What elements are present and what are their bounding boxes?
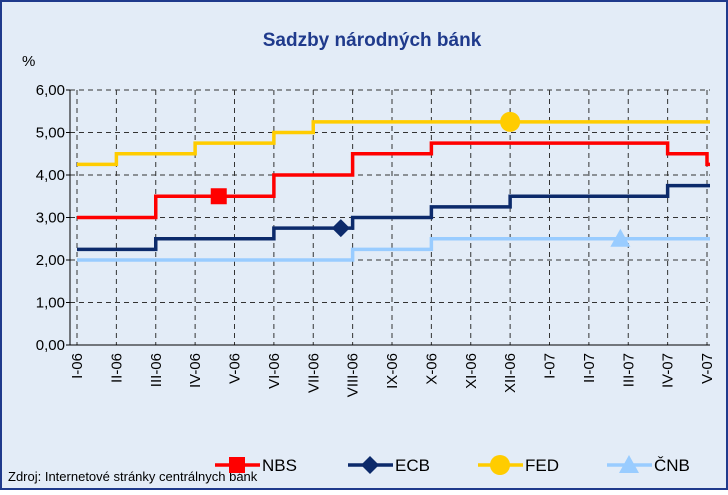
x-tick-label: IX-06 xyxy=(384,353,401,389)
x-tick-label: I-07 xyxy=(542,353,559,379)
x-tick-label: VIII-06 xyxy=(345,353,362,397)
y-tick-label: 6,00 xyxy=(36,82,65,99)
y-tick-label: 3,00 xyxy=(36,210,65,227)
series-marker xyxy=(331,219,350,238)
series-marker xyxy=(490,455,510,475)
source: Zdroj: Internetové stránky centrálnych b… xyxy=(8,469,258,484)
y-tick-label: 5,00 xyxy=(36,125,65,142)
series-line xyxy=(77,183,710,252)
x-tick-label: V-07 xyxy=(699,353,716,384)
x-tick-label: I-06 xyxy=(69,353,86,379)
y-tick-label: 0,00 xyxy=(36,337,65,354)
series-marker xyxy=(229,457,245,473)
y-tick-label: 2,00 xyxy=(36,252,65,269)
x-tick-label: XII-06 xyxy=(502,353,519,393)
series-marker xyxy=(610,228,631,247)
series-line xyxy=(77,141,710,220)
series-marker xyxy=(500,111,521,132)
x-tick-label: X-06 xyxy=(423,353,440,385)
series-marker xyxy=(210,188,227,205)
x-tick-label: IV-07 xyxy=(660,353,677,388)
y-axis-label: % xyxy=(22,53,35,70)
legend-label: FED xyxy=(525,456,559,475)
y-tick-label: 4,00 xyxy=(36,167,65,184)
x-tick-label: IV-06 xyxy=(187,353,204,388)
x-tick-label: II-06 xyxy=(108,353,125,383)
x-tick-label: III-06 xyxy=(148,353,165,387)
x-tick-label: III-07 xyxy=(620,353,637,387)
y-tick-label: 1,00 xyxy=(36,295,65,312)
series-marker xyxy=(361,456,379,474)
x-tick-label: VII-06 xyxy=(305,353,322,393)
series-line xyxy=(77,120,710,167)
series-marker xyxy=(619,455,639,473)
x-tick-label: II-07 xyxy=(581,353,598,383)
chart-title: Sadzby národných bánk xyxy=(263,30,482,51)
legend-label: ČNB xyxy=(654,456,690,475)
legend-label: NBS xyxy=(262,456,297,475)
x-tick-label: XI-06 xyxy=(463,353,480,389)
legend-label: ECB xyxy=(395,456,430,475)
x-tick-label: V-06 xyxy=(227,353,244,384)
x-tick-label: VI-06 xyxy=(266,353,283,389)
